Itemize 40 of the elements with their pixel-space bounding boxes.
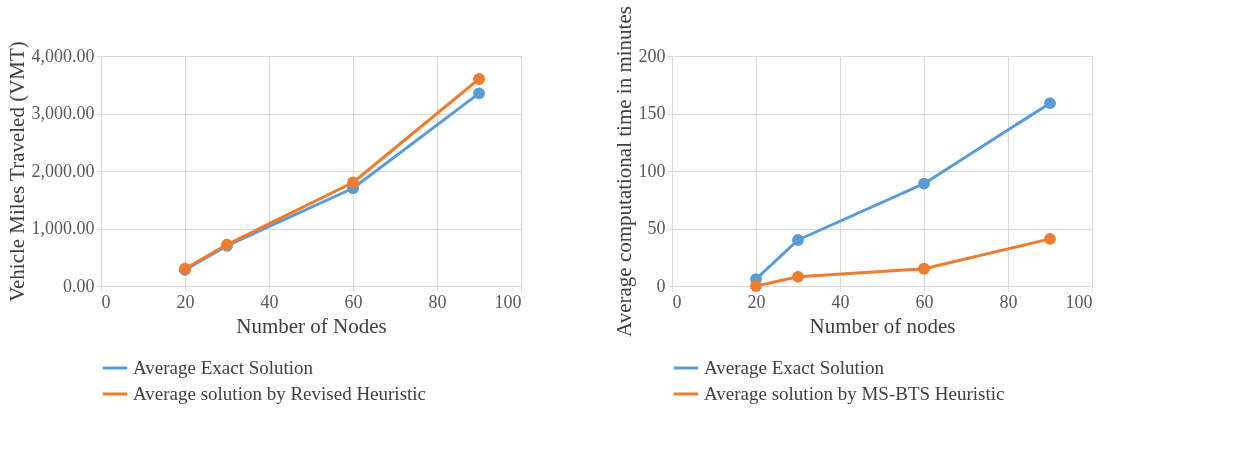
point	[473, 73, 485, 85]
x-tick-label: 0	[672, 291, 682, 312]
x-tick-label: 60	[915, 291, 934, 312]
legend-label: Average Exact Solution	[704, 357, 885, 378]
point	[473, 87, 485, 100]
point	[918, 262, 930, 275]
y-axis-title: Average computational time in minutes	[611, 6, 636, 337]
x-axis-title: Number of nodes	[809, 313, 956, 338]
point	[918, 177, 930, 190]
y-tick-label: 1,000.00	[31, 218, 95, 238]
y-tick-label: 0	[656, 275, 666, 296]
point	[347, 176, 359, 189]
x-axis-title: Number of Nodes	[236, 313, 387, 338]
x-tick-label: 20	[747, 291, 766, 312]
x-tick-label: 20	[176, 291, 195, 312]
legend-label: Average solution by MS-BTS Heuristic	[704, 383, 1005, 404]
point	[792, 234, 804, 246]
x-tick-label: 100	[1065, 291, 1093, 312]
y-tick-label: 0.00	[63, 275, 95, 296]
x-tick-label: 40	[831, 291, 850, 312]
point	[1044, 232, 1056, 245]
x-tick-label: 60	[344, 291, 363, 312]
y-axis-title: Vehicle Miles Traveled (VMT)	[4, 41, 29, 302]
y-tick-label: 150	[638, 103, 666, 123]
y-tick-label: 4,000.00	[31, 45, 95, 66]
y-tick-label: 50	[647, 218, 666, 238]
x-tick-label: 80	[999, 291, 1018, 312]
x-tick-label: 40	[260, 291, 279, 312]
y-tick-label: 100	[638, 160, 666, 181]
legend-label: Average solution by Revised Heuristic	[133, 383, 427, 404]
y-tick-label: 3,000.00	[31, 103, 95, 123]
y-tick-label: 200	[638, 45, 666, 66]
point	[1044, 97, 1056, 110]
x-tick-label: 80	[428, 291, 447, 312]
y-tick-label: 2,000.00	[31, 160, 95, 181]
point	[792, 270, 804, 283]
point	[750, 280, 762, 292]
legend-label: Average Exact Solution	[133, 357, 314, 378]
x-tick-label: 100	[494, 291, 522, 312]
x-tick-label: 0	[101, 291, 111, 312]
